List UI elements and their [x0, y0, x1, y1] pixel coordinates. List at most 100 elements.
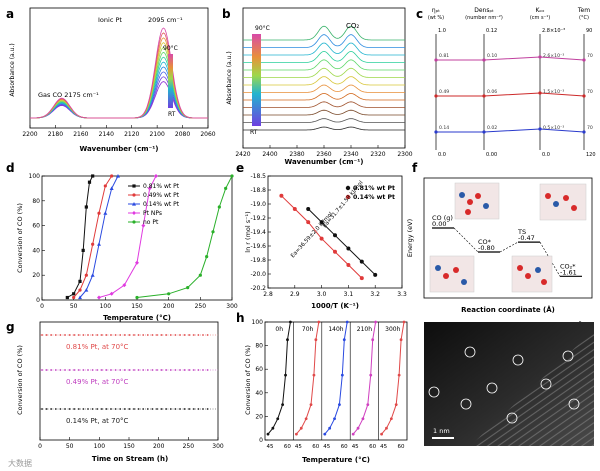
panel-b-curve: [243, 50, 405, 63]
panel-c-axis-bottom: 0.00: [486, 152, 497, 158]
panel-b-x-tick-label: 2320: [370, 151, 385, 158]
panel-h-x-tick-label: 60: [341, 444, 348, 450]
panel-g-point: [169, 408, 172, 410]
panel-h-point: [338, 403, 341, 406]
panel-c-row-value: 2.6×10⁻³: [543, 53, 564, 59]
panel-h-run-label: 140h: [328, 326, 343, 333]
panel-g-point: [110, 334, 112, 336]
panel-g-point: [202, 408, 204, 410]
panel-g-point: [183, 369, 186, 371]
panel-e-legend-marker: [345, 194, 351, 200]
panel-d-point: [110, 174, 114, 178]
panel-e-y-tick-label: -20.0: [250, 271, 266, 278]
panel-d-point: [78, 279, 82, 283]
panel-c-axis-top: 1.0: [438, 28, 446, 34]
panel-c-row-point: [582, 130, 586, 134]
panel-c-col-label: ηₚₜ: [432, 7, 440, 14]
panel-h-point: [342, 338, 346, 342]
panel-g-point: [50, 369, 53, 371]
panel-h-point: [286, 338, 289, 342]
panel-b-curve: [243, 42, 405, 56]
panel-e-x-tick-label: 2.8: [263, 291, 273, 298]
panel-d-point: [103, 184, 107, 188]
panel-d-legend-marker: [132, 184, 136, 188]
panel-g-x-tick-label: 50: [66, 443, 74, 450]
panel-g-point: [110, 408, 112, 410]
panel-g-point: [91, 334, 94, 336]
panel-c-row-point: [482, 130, 486, 134]
panel-e-ylabel: ln r (mol s⁻¹): [244, 211, 252, 252]
panel-g-point: [123, 334, 126, 336]
panel-c-col-unit: (cm s⁻¹): [530, 15, 550, 21]
panel-d-point: [65, 295, 69, 300]
panel-f-level-value: 0.00: [432, 220, 446, 228]
panel-g-point: [105, 369, 108, 371]
panel-a-curves: [30, 27, 208, 119]
panel-e-point: [319, 236, 324, 241]
panel-f-energy-diagram: CO (g)0.00 CO*-0.80 TS-0.47 CO₂*-1.61: [432, 214, 582, 277]
structure-image-3: [429, 255, 475, 293]
panel-e-x-tick-label: 3.0: [317, 291, 327, 298]
panel-d-point: [103, 211, 108, 215]
panel-h-point: [394, 403, 398, 406]
panel-d-point: [109, 291, 114, 296]
panel-c-row-value: 0.81: [439, 53, 449, 59]
panel-d-point: [97, 211, 101, 215]
atom: [483, 203, 489, 209]
panel-h-run-label: 0h: [275, 326, 283, 333]
panel-g-point: [202, 369, 204, 371]
scale-bar-label: 1 nm: [433, 427, 450, 435]
panel-h-y-tick-label: 0: [259, 437, 263, 444]
panel-h-point: [317, 320, 321, 324]
watermark: 大数据: [8, 458, 32, 468]
panel-h-point: [333, 417, 336, 421]
panel-g-point: [165, 334, 168, 336]
panel-g-point: [142, 369, 145, 371]
panel-c-letter: c: [416, 7, 423, 21]
panel-d-point: [78, 295, 82, 300]
panel-g-point: [206, 334, 209, 336]
panel-d-x-tick-label: 200: [163, 303, 175, 310]
panel-g-point: [68, 369, 71, 371]
panel-d-y-tick-label: 60: [32, 223, 40, 230]
panel-d-point: [72, 292, 76, 296]
panel-g-point: [100, 408, 103, 410]
panel-h-point: [356, 426, 360, 430]
panel-h-y-tick-label: 40: [255, 390, 263, 397]
panel-d-legend: 0.81% wt Pt 0.49% wt Pt 0.14% wt Pt Pt NPs n…: [128, 183, 180, 226]
panel-g-point: [105, 408, 108, 410]
panel-h-x-tick-label: 45: [380, 444, 387, 450]
panel-d-point: [81, 248, 85, 252]
panel-g-point: [128, 334, 131, 336]
single-atom-circle: [512, 354, 524, 366]
panel-g-point: [119, 408, 122, 410]
panel-e-y-tick-label: -19.4: [250, 229, 266, 236]
panel-h-xlabel: Temperature (°C): [302, 456, 370, 464]
panel-c-row-value: 70: [587, 125, 593, 131]
panel-d-x-tick-label: 250: [195, 303, 207, 310]
panel-f-level-value: -0.80: [478, 244, 495, 252]
panel-g-point: [91, 408, 94, 410]
panel-g-point: [82, 408, 85, 410]
structure-image-2: [539, 183, 587, 221]
panel-d-series-line: [73, 175, 113, 298]
atom: [453, 267, 459, 273]
single-atom-circle: [486, 382, 498, 394]
panel-h-point: [402, 320, 406, 324]
atom: [563, 195, 569, 201]
panel-b-ylabel: Absorbance (a.u.): [226, 51, 233, 104]
atom: [435, 265, 441, 271]
panel-c-axis-bottom: 0.0: [438, 152, 446, 158]
panel-d-letter: d: [6, 161, 15, 175]
panel-h-point: [351, 432, 355, 436]
panel-g-point: [179, 408, 181, 410]
panel-g-point: [41, 369, 43, 371]
panel-g-point: [183, 408, 186, 410]
panel-h-x-tick-label: 60: [369, 444, 376, 450]
panel-g-point: [192, 369, 195, 371]
panel-d-y-tick-label: 0: [36, 297, 40, 304]
panel-c-row-point: [582, 58, 586, 62]
panel-g-point: [82, 334, 85, 336]
panel-h-x-tick-label: 60: [398, 444, 405, 450]
panel-a-x-tick-label: 2120: [124, 131, 139, 138]
